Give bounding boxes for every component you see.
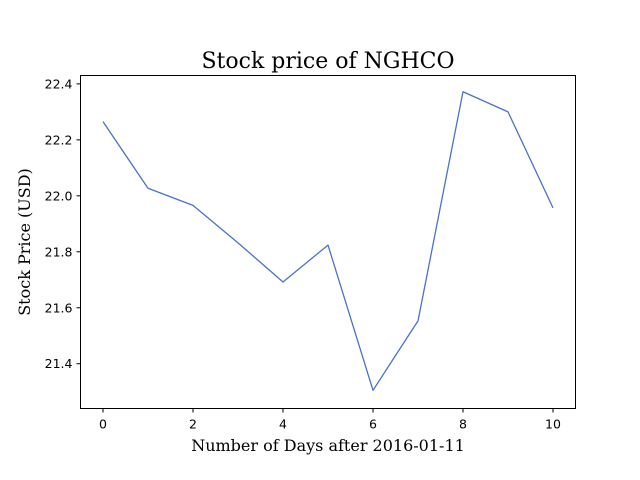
- x-tick-label: 10: [545, 417, 561, 432]
- x-axis-ticks: 0 2 4 6 8 10: [99, 408, 561, 432]
- x-tick-label: 0: [99, 417, 107, 432]
- x-axis-label: Number of Days after 2016-01-11: [191, 436, 465, 455]
- series-line: [102, 91, 554, 391]
- x-tick-label: 6: [369, 417, 377, 432]
- x-tick-label: 8: [459, 417, 467, 432]
- x-tick-label: 4: [279, 417, 287, 432]
- y-axis-label: Stock Price (USD): [15, 168, 34, 316]
- y-tick-label: 21.6: [45, 300, 73, 315]
- y-tick-label: 22.2: [45, 132, 73, 147]
- y-tick-label: 22.0: [45, 188, 73, 203]
- y-axis-ticks: 21.4 21.6 21.8 22.0 22.2 22.4: [45, 76, 81, 371]
- y-tick-label: 21.8: [45, 244, 73, 259]
- y-tick-label: 22.4: [45, 76, 73, 91]
- y-tick-label: 21.4: [45, 356, 73, 371]
- x-tick-label: 2: [189, 417, 197, 432]
- chart-title: Stock price of NGHCO: [201, 49, 454, 74]
- series-layer: [102, 91, 554, 391]
- plot-frame: [80, 75, 576, 409]
